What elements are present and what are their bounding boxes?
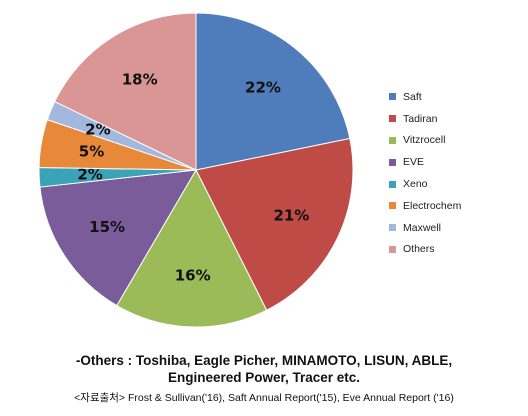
legend-swatch — [389, 93, 396, 101]
others-note-line-2: Engineered Power, Tracer etc. — [167, 370, 361, 385]
legend-item-tadiran: Tadiran — [389, 108, 461, 130]
slice-label-xeno: 2% — [77, 165, 102, 183]
legend-label: Tadiran — [403, 112, 438, 125]
legend-item-saft: Saft — [389, 86, 461, 108]
legend-item-vitzrocell: Vitzrocell — [389, 130, 461, 152]
others-note: -Others : Toshiba, Eagle Picher, MINAMOT… — [0, 352, 528, 386]
pie-slice-eve — [39, 169, 197, 307]
legend-label: Others — [403, 243, 435, 256]
legend-item-electrochem: Electrochem — [389, 195, 461, 217]
source-citation: <자료출처> Frost & Sullivan('16), Saft Annua… — [74, 392, 454, 404]
legend-item-others: Others — [389, 239, 461, 261]
slice-label-others: 18% — [122, 71, 158, 89]
pie-chart-plot: 22%21%16%15%2%5%2%18% — [38, 12, 354, 328]
legend-label: Saft — [403, 90, 422, 103]
legend-swatch — [389, 136, 396, 144]
others-note-line-1: -Others : Toshiba, Eagle Picher, MINAMOT… — [75, 353, 453, 368]
legend-item-xeno: Xeno — [389, 173, 461, 195]
slice-label-eve: 15% — [89, 218, 125, 236]
legend-swatch — [389, 202, 396, 210]
legend-label: EVE — [403, 156, 425, 169]
legend-swatch — [389, 180, 396, 188]
pie-slice-others — [54, 12, 197, 171]
legend-label: Maxwell — [403, 221, 441, 234]
legend-label: Xeno — [403, 178, 428, 191]
chart-legend: Saft Tadiran Vitzrocell EVE Xeno Electrochem M… — [389, 86, 461, 260]
legend-item-maxwell: Maxwell — [389, 217, 461, 239]
legend-label: Electrochem — [403, 199, 462, 212]
slice-label-vitzrocell: 16% — [175, 266, 211, 284]
legend-swatch — [389, 245, 396, 253]
pie-slice-tadiran — [195, 137, 354, 311]
legend-swatch — [389, 115, 396, 123]
slice-label-tadiran: 21% — [273, 207, 309, 225]
slice-label-saft: 22% — [245, 78, 281, 96]
pie-slice-saft — [195, 12, 351, 171]
legend-item-eve: EVE — [389, 151, 461, 173]
legend-label: Vitzrocell — [403, 134, 446, 147]
legend-swatch — [389, 224, 396, 232]
legend-swatch — [389, 158, 396, 166]
slice-label-electrochem: 5% — [79, 143, 104, 161]
pie-slice-vitzrocell — [116, 168, 268, 328]
